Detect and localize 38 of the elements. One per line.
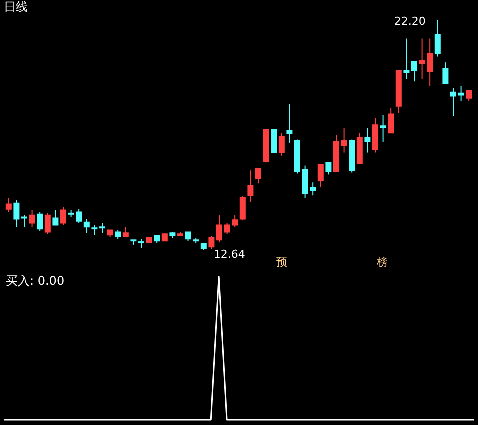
candlestick — [256, 168, 262, 184]
candlestick — [92, 224, 98, 236]
candlestick — [44, 212, 51, 235]
candlestick — [458, 86, 464, 102]
candlestick — [278, 132, 285, 156]
candlestick — [412, 61, 418, 82]
candlestick — [60, 206, 66, 226]
chart-title: 日线 — [4, 0, 28, 14]
candlestick — [122, 226, 129, 238]
text: 预 — [276, 256, 288, 269]
candlestick — [380, 114, 386, 142]
candlestick — [450, 88, 456, 117]
candlestick — [318, 164, 324, 188]
candlestick — [6, 198, 12, 213]
candlestick — [388, 108, 394, 134]
candlestick — [341, 128, 348, 154]
candlestick — [52, 210, 59, 226]
candlestick — [208, 236, 215, 250]
candlestick — [326, 162, 332, 176]
candlestick — [364, 128, 371, 154]
candlestick — [84, 218, 90, 234]
candlestick — [434, 20, 441, 58]
candlestick — [286, 104, 293, 144]
annotation: 22.20 — [394, 15, 426, 28]
candlestick — [248, 170, 254, 203]
text: 榜 — [376, 256, 388, 269]
candlestick — [14, 200, 20, 228]
candlestick — [216, 214, 222, 243]
candlestick — [404, 38, 410, 80]
annotation: 12.64 — [214, 248, 246, 261]
candlestick — [100, 222, 106, 234]
candlestick — [29, 210, 36, 228]
candlestick — [442, 62, 449, 85]
candlestick — [466, 90, 472, 102]
candlestick — [37, 212, 44, 232]
candlestick — [271, 129, 278, 154]
annotation: 买入: 0.00 — [6, 274, 65, 288]
candlestick — [240, 196, 246, 221]
